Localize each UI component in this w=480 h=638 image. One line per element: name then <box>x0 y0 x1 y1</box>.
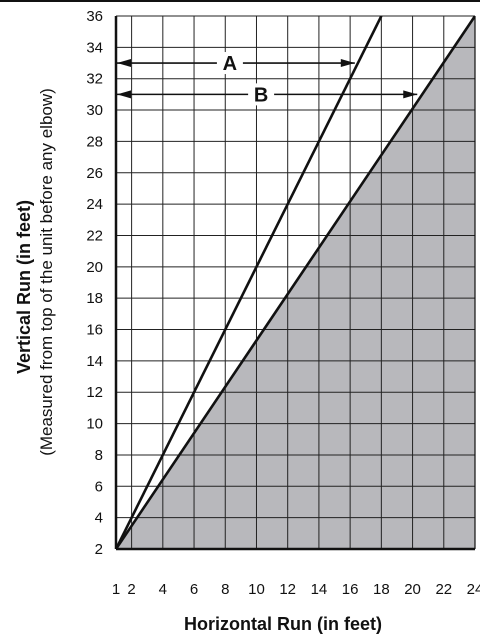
y-tick-label: 26 <box>86 165 103 182</box>
y-axis-title: Vertical Run (in feet) <box>14 200 34 374</box>
annotation-label: B <box>254 84 268 106</box>
y-tick-label: 16 <box>86 322 103 339</box>
y-tick-label: 6 <box>95 478 103 495</box>
x-tick-label: 12 <box>279 581 296 598</box>
x-tick-labels: 1 2 4 6 8 10 12 14 16 18 20 22 24 <box>112 581 480 598</box>
series-line-2 <box>116 16 475 549</box>
arrow-head-left <box>117 90 131 99</box>
top-rule <box>0 0 480 2</box>
y-tick-label: 14 <box>86 353 103 370</box>
x-tick-label: 6 <box>190 581 198 598</box>
y-tick-label: 34 <box>86 39 103 56</box>
y-tick-label: 20 <box>86 259 103 276</box>
y-tick-label: 32 <box>86 71 103 88</box>
y-tick-label: 24 <box>86 196 103 213</box>
x-tick-label: 18 <box>373 581 390 598</box>
y-tick-label: 2 <box>95 541 103 558</box>
series-line-1 <box>116 16 383 549</box>
annotation-label-bg <box>248 83 275 106</box>
annotation-label-bg <box>216 52 243 75</box>
x-tick-label: 24 <box>467 581 480 598</box>
annotation-label: A <box>223 53 237 75</box>
y-tick-label: 10 <box>86 416 103 433</box>
y-tick-label: 28 <box>86 133 103 150</box>
y-axis-subtitle: (Measured from top of the unit before an… <box>37 88 56 456</box>
x-tick-label: 2 <box>127 581 135 598</box>
y-tick-label: 18 <box>86 290 103 307</box>
x-tick-label: 4 <box>159 581 167 598</box>
x-axis-title: Horizontal Run (in feet) <box>184 614 382 634</box>
x-tick-label: 8 <box>221 581 229 598</box>
annotation-a: A <box>117 52 355 75</box>
x-tick-label: 22 <box>435 581 452 598</box>
y-tick-label: 30 <box>86 102 103 119</box>
arrow-head-left <box>117 59 131 68</box>
arrow-head-right <box>403 90 418 99</box>
series-layer <box>116 16 475 549</box>
annotation-layer: AB <box>117 52 418 106</box>
x-tick-label: 1 <box>112 581 120 598</box>
y-tick-label: 22 <box>86 227 103 244</box>
y-tick-label: 4 <box>95 510 103 527</box>
x-tick-label: 20 <box>404 581 421 598</box>
y-tick-label: 12 <box>86 384 103 401</box>
y-tick-label: 36 <box>86 8 103 25</box>
annotation-b: B <box>117 83 418 106</box>
x-tick-label: 14 <box>311 581 328 598</box>
plot-frame-layer <box>114 16 476 551</box>
x-tick-label: 10 <box>248 581 265 598</box>
y-tick-label: 8 <box>95 447 103 464</box>
x-tick-label: 16 <box>342 581 359 598</box>
arrow-head-right <box>340 59 355 68</box>
